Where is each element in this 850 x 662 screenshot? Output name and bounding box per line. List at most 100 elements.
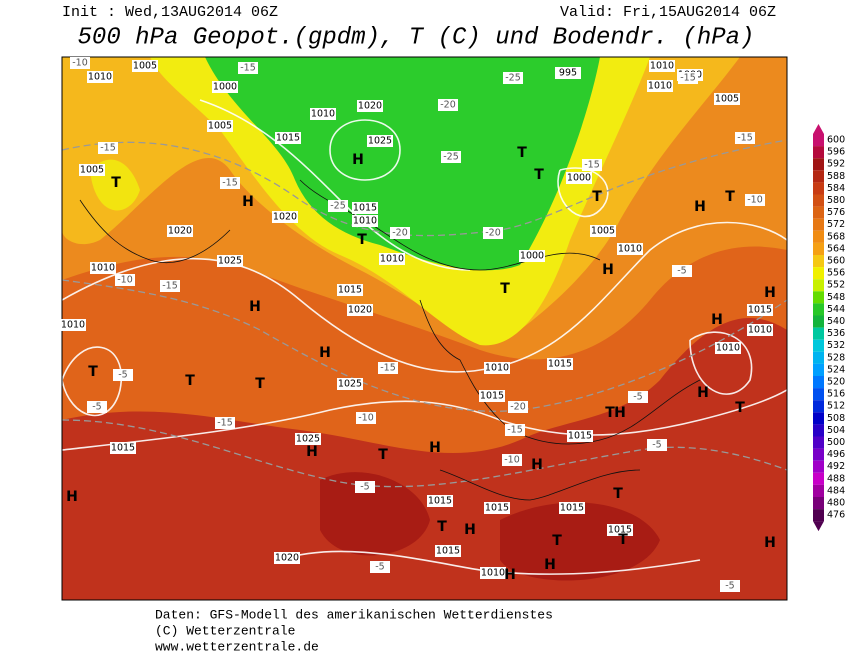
legend-label: 556 — [827, 268, 845, 279]
isobar-label: 1010 — [618, 244, 642, 255]
temperature-label-box — [628, 391, 648, 403]
temperature-label: -10 — [72, 58, 88, 69]
isobar-label: 1020 — [348, 305, 372, 316]
low-pressure-marker: T — [357, 232, 367, 248]
high-pressure-marker: H — [711, 312, 723, 328]
legend-swatch — [813, 230, 824, 243]
isobar-label-box — [484, 362, 510, 374]
low-pressure-marker: T — [613, 486, 623, 502]
legend-label: 488 — [827, 473, 845, 484]
isobar-label-box — [715, 342, 741, 354]
temperature-label-box — [370, 561, 390, 573]
low-pressure-marker: T — [378, 447, 388, 463]
isobar-label-box — [167, 225, 193, 237]
temperature-label: -15 — [240, 63, 256, 74]
temperature-label: -5 — [92, 402, 101, 413]
legend-swatch — [813, 484, 824, 497]
legend-swatch — [813, 327, 824, 340]
legend-swatch — [813, 279, 824, 292]
low-pressure-marker: T — [255, 376, 265, 392]
isobar-label: 1010 — [61, 320, 85, 331]
temperature-label: -5 — [375, 562, 384, 573]
isobar-label: 1015 — [560, 503, 584, 514]
isobar-label-box — [649, 60, 675, 72]
isobar-label: 1020 — [168, 226, 192, 237]
isobar-label-box — [435, 545, 461, 557]
legend-swatch — [813, 412, 824, 425]
legend-label: 568 — [827, 231, 845, 242]
isobar-label: 1005 — [715, 94, 739, 105]
legend-label: 512 — [827, 401, 845, 412]
isobar-label: 1005 — [208, 121, 232, 132]
temperature-label: -5 — [118, 370, 127, 381]
legend-label: 544 — [827, 304, 845, 315]
isobar-label: 1015 — [608, 525, 632, 536]
high-pressure-marker: H — [504, 567, 516, 583]
high-pressure-marker: H — [602, 262, 614, 278]
isobar-label-box — [647, 80, 673, 92]
map-field — [62, 57, 787, 600]
temperature-label: -5 — [633, 392, 642, 403]
temperature-label-box — [483, 227, 503, 239]
data-source: Daten: GFS-Modell des amerikanischen Wet… — [155, 607, 553, 622]
legend-swatch — [813, 134, 824, 147]
isobar-label: 1015 — [548, 359, 572, 370]
legend-label: 492 — [827, 461, 845, 472]
legend-label: 580 — [827, 195, 845, 206]
isobar-label-box — [357, 100, 383, 112]
isobar-label: 1015 — [748, 305, 772, 316]
low-pressure-marker: T — [437, 519, 447, 535]
legend-label: 496 — [827, 449, 845, 460]
legend-swatch — [813, 146, 824, 159]
temperature-label: -5 — [677, 266, 686, 277]
temperature-label: -15 — [222, 178, 238, 189]
low-pressure-marker: T — [111, 175, 121, 191]
temperature-label-box — [215, 417, 235, 429]
temperature-label: -20 — [485, 228, 501, 239]
isobar-label: 1010 — [648, 81, 672, 92]
isobar-label: 1020 — [275, 553, 299, 564]
init-time: Init : Wed,13AUG2014 06Z — [62, 4, 278, 21]
legend-label: 584 — [827, 183, 845, 194]
legend-label: 564 — [827, 243, 845, 254]
temperature-label: -10 — [117, 275, 133, 286]
legend-label: 476 — [827, 510, 845, 521]
copyright: (C) Wetterzentrale — [155, 623, 295, 638]
temperature-label-box — [672, 265, 692, 277]
isobar-label-box — [337, 378, 363, 390]
isobar-label: 1010 — [716, 343, 740, 354]
legend-label: 560 — [827, 256, 845, 267]
high-pressure-marker: H — [764, 535, 776, 551]
isobar-label-box — [207, 120, 233, 132]
temperature-label: -15 — [680, 73, 696, 84]
legend-label: 540 — [827, 316, 845, 327]
isobar-label: 1025 — [338, 379, 362, 390]
temperature-label: -15 — [100, 143, 116, 154]
isobar-label-box — [367, 135, 393, 147]
high-pressure-marker: H — [694, 199, 706, 215]
legend-swatch — [813, 158, 824, 171]
isobar-label-box — [217, 255, 243, 267]
isobar-label-box — [480, 567, 506, 579]
legend-swatch — [813, 206, 824, 219]
high-pressure-marker: H — [614, 405, 626, 421]
legend-label: 508 — [827, 413, 845, 424]
legend-swatch — [813, 255, 824, 268]
legend-label: 548 — [827, 292, 845, 303]
isobar-label: 1025 — [368, 136, 392, 147]
legend-swatch — [813, 170, 824, 183]
valid-time: Valid: Fri,15AUG2014 06Z — [560, 4, 776, 21]
isobar-label-box — [607, 524, 633, 536]
isobar-label: 1020 — [273, 212, 297, 223]
temperature-label-box — [441, 151, 461, 163]
legend-label: 480 — [827, 498, 845, 509]
isobar-label: 1010 — [485, 363, 509, 374]
temperature-label: -15 — [380, 363, 396, 374]
isobar-label-box — [347, 304, 373, 316]
isobar-label-box — [714, 93, 740, 105]
temperature-label-box — [378, 362, 398, 374]
legend-label: 524 — [827, 364, 845, 375]
legend-swatch — [813, 448, 824, 461]
high-pressure-marker: H — [249, 299, 261, 315]
isobar-label: 1010 — [380, 254, 404, 265]
